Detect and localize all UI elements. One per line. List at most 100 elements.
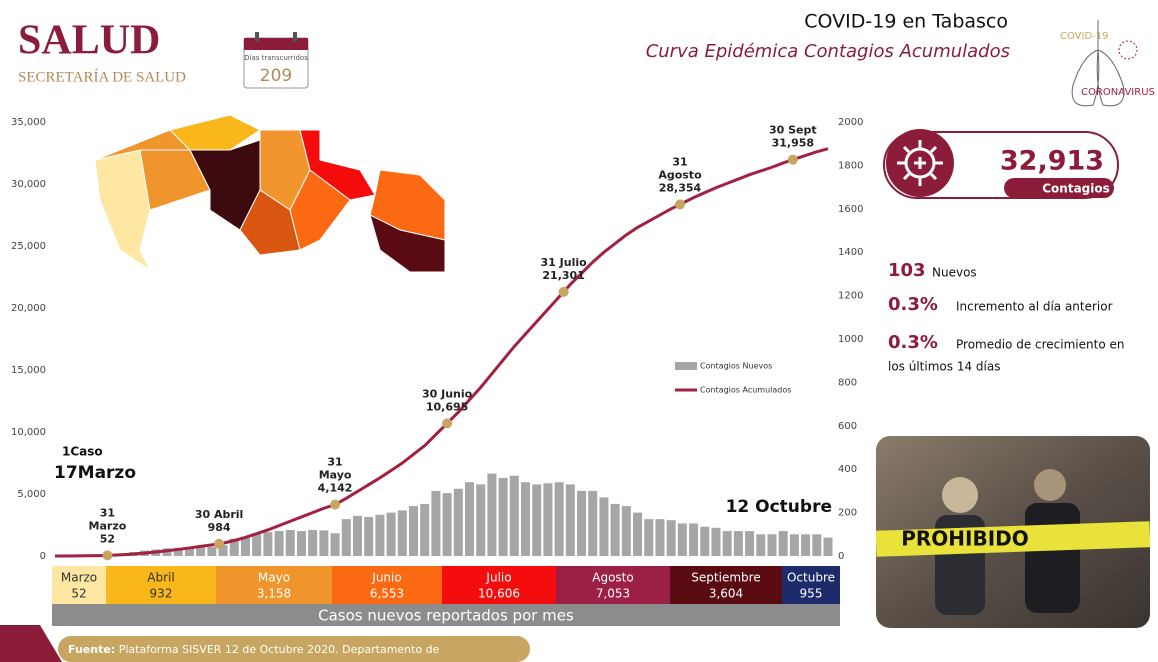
annotation-value: 28,354 — [659, 181, 702, 194]
bar — [677, 523, 687, 556]
bar — [184, 547, 194, 556]
map — [94, 114, 446, 273]
total-label: Contagios — [1042, 182, 1110, 196]
bar — [700, 526, 710, 556]
logo: SALUD — [18, 18, 160, 64]
month-count: 932 — [150, 587, 173, 601]
month-count: 3,158 — [257, 587, 291, 601]
bar — [296, 531, 306, 556]
month-name: Julio — [485, 571, 511, 585]
y-tick-label: 15,000 — [11, 365, 46, 376]
month-count: 955 — [800, 587, 823, 601]
point-marker — [558, 286, 569, 297]
bar — [319, 530, 329, 556]
bar — [442, 493, 452, 556]
point-marker — [330, 499, 341, 510]
bar — [285, 529, 295, 556]
bar — [521, 482, 531, 556]
point-marker — [214, 538, 225, 549]
month-name: Octubre — [787, 571, 835, 585]
bar — [565, 484, 575, 556]
bar — [756, 534, 766, 556]
avg-label: los últimos 14 días — [888, 360, 1000, 374]
daily-label: Incremento al día anterior — [956, 300, 1113, 314]
bar — [711, 527, 721, 556]
legend-label: Contagios Acumulados — [700, 386, 791, 395]
month-cell — [670, 566, 782, 604]
bar — [408, 506, 418, 556]
avg-pct: 0.3% — [888, 332, 938, 353]
month-cell — [106, 566, 216, 604]
y2-tick-label: 400 — [838, 464, 857, 475]
bar — [218, 545, 228, 556]
month-name: Marzo — [61, 571, 97, 585]
bar — [252, 534, 262, 556]
bar — [599, 497, 609, 556]
bar — [196, 546, 206, 556]
annotation-date: 31 — [672, 155, 687, 168]
bar — [330, 533, 340, 556]
bar — [431, 490, 441, 556]
bar — [621, 506, 631, 556]
y2-tick-label: 800 — [838, 377, 857, 388]
avg-label: Promedio de crecimiento en — [956, 338, 1124, 352]
bar — [386, 512, 396, 556]
bar — [498, 477, 508, 556]
annotation-date: Mayo — [319, 469, 352, 482]
days-label: Días transcurridos — [244, 54, 308, 62]
annotation-date: 30 Junio — [422, 387, 473, 400]
annotation-date: Agosto — [658, 168, 702, 181]
bar — [733, 531, 743, 556]
month-name: Agosto — [592, 571, 633, 585]
calendar — [243, 32, 309, 89]
bar — [207, 546, 217, 556]
bar — [341, 519, 351, 556]
months-caption: Casos nuevos reportados por mes — [318, 607, 574, 625]
y-tick-label: 30,000 — [11, 179, 46, 190]
annotation-value: 984 — [208, 521, 231, 534]
bar — [610, 503, 620, 556]
month-cell — [332, 566, 442, 604]
bar — [823, 537, 833, 556]
bar — [453, 488, 463, 556]
bar — [240, 536, 250, 556]
bar — [375, 514, 385, 556]
y-tick-label: 0 — [40, 551, 46, 562]
point-marker — [442, 418, 453, 429]
bar — [263, 532, 273, 556]
logo-sub: SECRETARÍA DE SALUD — [18, 68, 186, 85]
y-tick-label: 20,000 — [11, 303, 46, 314]
bar — [554, 482, 564, 556]
annotation-date: 30 Sept — [769, 124, 817, 137]
month-cell — [556, 566, 670, 604]
legend-label: Contagios Nuevos — [700, 362, 772, 371]
caption-bar — [52, 604, 840, 626]
point-marker — [674, 199, 685, 210]
bar — [173, 547, 183, 556]
bar — [812, 534, 822, 556]
y2-tick-label: 1400 — [838, 247, 863, 258]
annotation-value: 10,695 — [426, 400, 468, 413]
y-tick-label: 10,000 — [11, 427, 46, 438]
photo-text: PROHIBIDO — [901, 527, 1029, 551]
bar — [745, 531, 755, 556]
y-tick-label: 25,000 — [11, 241, 46, 252]
badge-top: COVID-19 — [1060, 31, 1109, 42]
daily-pct: 0.3% — [888, 294, 938, 315]
month-cell — [782, 566, 840, 604]
y2-tick-label: 1000 — [838, 334, 863, 345]
annotation-value: 31,958 — [772, 137, 814, 150]
y2-tick-label: 600 — [838, 421, 857, 432]
bar — [644, 519, 654, 556]
total: 32,913 — [1000, 146, 1104, 177]
bar — [465, 482, 475, 556]
photo — [875, 436, 1151, 628]
annotation-value: 4,142 — [318, 482, 353, 495]
month-count: 6,553 — [370, 587, 404, 601]
annotation-date: 31 — [100, 506, 115, 519]
y2-tick-label: 1600 — [838, 204, 863, 215]
title: COVID-19 en Tabasco — [804, 11, 1008, 33]
bar — [352, 515, 362, 556]
y2-tick-label: 200 — [838, 508, 857, 519]
stats-box — [883, 129, 1119, 199]
